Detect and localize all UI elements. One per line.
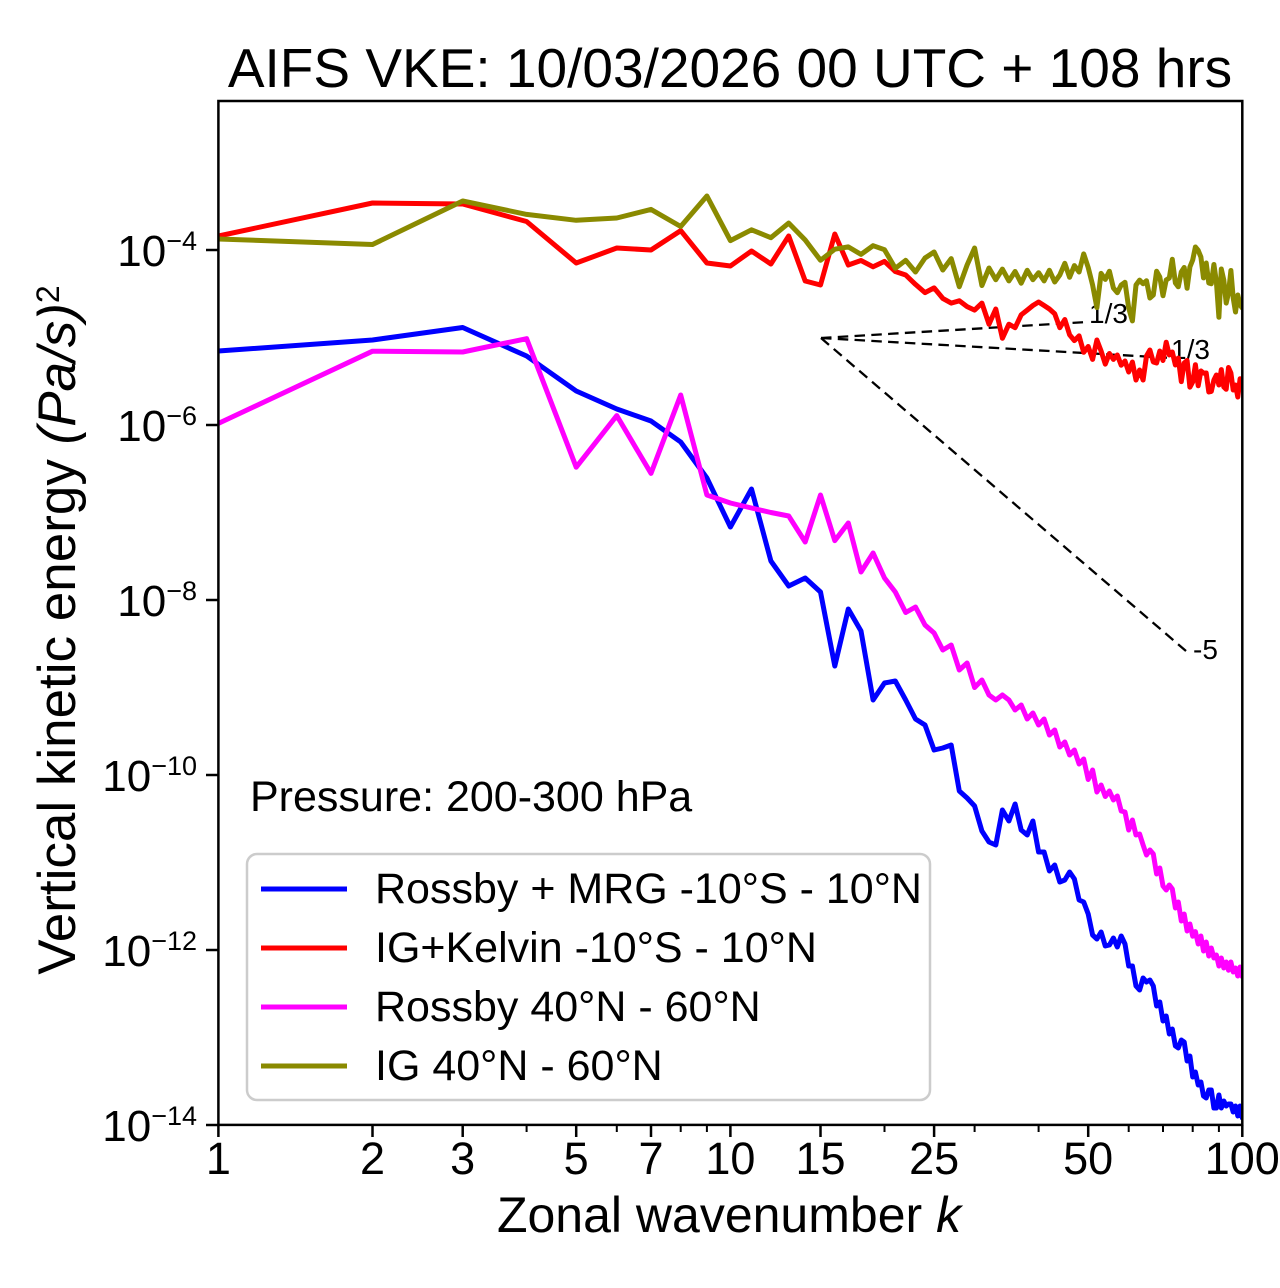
svg-text:Zonal wavenumber k: Zonal wavenumber k [497,1187,964,1243]
svg-text:10−12: 10−12 [102,926,197,976]
svg-text:1: 1 [206,1133,231,1184]
svg-text:Pressure: 200-300 hPa: Pressure: 200-300 hPa [250,773,692,821]
svg-text:5: 5 [564,1133,589,1184]
svg-text:25: 25 [909,1133,959,1184]
svg-text:3: 3 [450,1133,475,1184]
svg-text:50: 50 [1063,1133,1113,1184]
svg-text:-5: -5 [1193,634,1218,665]
svg-text:IG 40°N - 60°N: IG 40°N - 60°N [375,1042,663,1090]
svg-text:7: 7 [638,1133,663,1184]
svg-text:100: 100 [1205,1133,1280,1184]
svg-text:AIFS VKE: 10/03/2026 00 UTC +: AIFS VKE: 10/03/2026 00 UTC + 108 hrs [228,37,1232,99]
svg-text:IG+Kelvin -10°S - 10°N: IG+Kelvin -10°S - 10°N [375,924,817,972]
svg-text:Vertical kinetic energy (Pa/s): Vertical kinetic energy (Pa/s)2 [28,285,87,974]
svg-text:2: 2 [360,1133,385,1184]
svg-text:Rossby 40°N - 60°N: Rossby 40°N - 60°N [375,983,761,1031]
svg-text:15: 15 [795,1133,845,1184]
svg-text:10−14: 10−14 [102,1101,197,1151]
svg-text:10: 10 [705,1133,755,1184]
svg-text:Rossby + MRG -10°S - 10°N: Rossby + MRG -10°S - 10°N [375,865,922,913]
